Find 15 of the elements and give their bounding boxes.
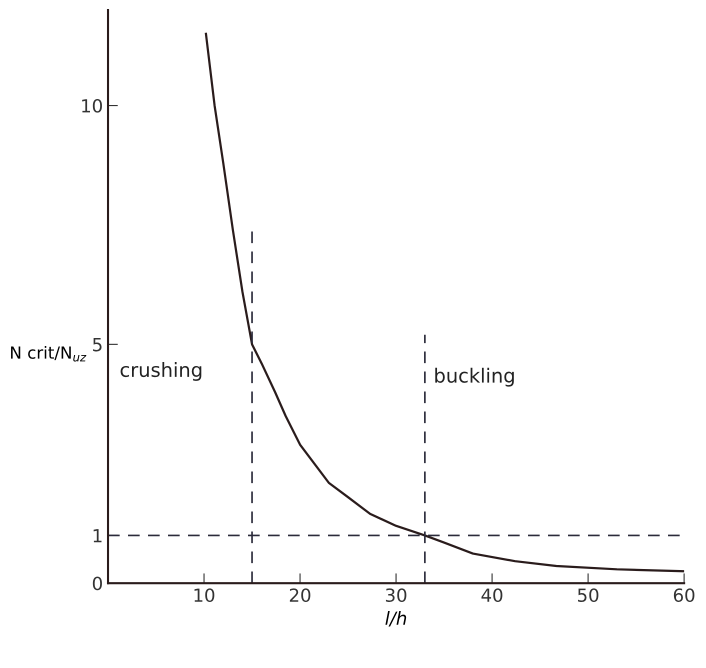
- annotation: buckling: [435, 368, 514, 387]
- x-tick-label: 20: [290, 588, 310, 602]
- y-tick-label: 5: [93, 338, 102, 352]
- annotation: crushing: [120, 362, 202, 381]
- y-axis-title: N crit/N$_{uz}$: [11, 346, 86, 362]
- x-tick-label: 50: [578, 588, 598, 602]
- x-tick-label: 40: [481, 588, 502, 602]
- line-series: [204, 32, 684, 572]
- x-tick-label: 30: [386, 588, 406, 602]
- x-tick-label: 10: [194, 588, 214, 602]
- y-tick-label: 1: [94, 529, 102, 542]
- y-tick-label: 10: [82, 99, 102, 113]
- y-tick-label: 0: [92, 576, 102, 590]
- x-axis-title: l/h: [385, 611, 406, 626]
- x-tick-label: 60: [674, 588, 694, 602]
